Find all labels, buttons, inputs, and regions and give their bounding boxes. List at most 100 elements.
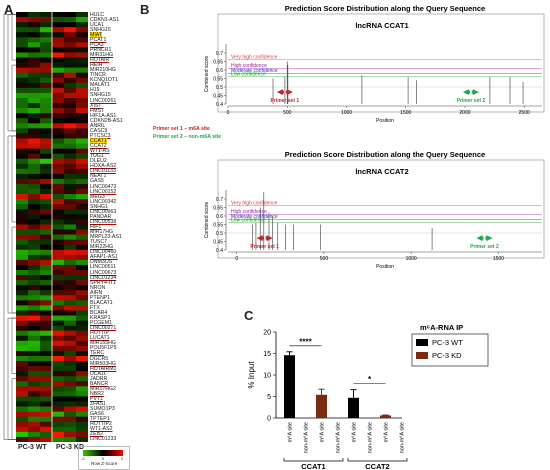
heatmap-cell: [16, 436, 28, 442]
heatmap-cell: [76, 178, 88, 185]
gene-label: HOTTIP: [90, 330, 110, 337]
heatmap-cell: [28, 47, 40, 53]
heatmap-cell: [76, 47, 88, 53]
heatmap-cell: [64, 300, 76, 306]
heatmap-cell: [28, 406, 40, 412]
heatmap-cell: [52, 184, 64, 190]
heatmap-cell: [76, 249, 88, 256]
heatmap-cell: [40, 305, 52, 311]
heatmap-cell: [40, 168, 52, 175]
gene-label: MEG3: [90, 193, 105, 200]
y-tick-label: 5: [267, 394, 271, 401]
heatmap-cell: [28, 62, 40, 68]
heatmap-cell: [16, 173, 28, 180]
heatmap-cell: [76, 426, 88, 433]
y-tick-label: 0: [267, 416, 271, 423]
heatmap-cell: [16, 386, 28, 392]
color-scale-tick-mid: 0: [102, 456, 105, 461]
gene-label: SNHG16: [90, 26, 111, 33]
heatmap-cell: [40, 229, 52, 235]
heatmap-cell: [64, 82, 76, 89]
heatmap-cell: [76, 204, 88, 210]
heatmap-cell: [28, 27, 40, 33]
gene-label: KCNQ1OT1: [90, 77, 118, 84]
primer-label: Primer set 1: [250, 244, 279, 250]
gene-label: TPTEP1: [90, 416, 110, 423]
heatmap-cell: [76, 376, 88, 382]
heatmap-cell: [64, 194, 76, 200]
heatmap-cell: [16, 163, 28, 170]
heatmap-cell: [76, 396, 88, 402]
x-tick-label: non-m⁶A site: [367, 422, 374, 453]
heatmap-cell: [28, 310, 40, 316]
heatmap-cell: [76, 12, 88, 18]
heatmap-cell: [52, 239, 64, 246]
heatmap-cell: [16, 270, 28, 276]
heatmap-cell: [40, 138, 52, 144]
heatmap-cell: [16, 133, 28, 139]
heatmap-cell: [52, 406, 64, 412]
heatmap-cell: [52, 52, 64, 58]
heatmap-cell: [40, 366, 52, 372]
heatmap-cell: [76, 295, 88, 301]
y-tick-label: 0.4: [216, 102, 223, 108]
heatmap-cell: [40, 32, 52, 38]
heatmap-cell: [64, 219, 76, 225]
threshold-label: Very high confidence: [231, 54, 278, 60]
heatmap-cell: [40, 436, 52, 442]
heatmap-cell: [64, 416, 76, 423]
gene-label: PCA3: [90, 41, 104, 48]
heatmap-cell: [52, 194, 64, 200]
color-scale: -2 0 2 Row Z-Score: [78, 446, 130, 470]
heatmap-cell: [64, 426, 76, 433]
y-tick-label: 0.7: [216, 197, 223, 203]
gene-label: PRNCR1: [90, 46, 112, 53]
heatmap-cell: [76, 168, 88, 175]
heatmap-cell: [76, 285, 88, 291]
heatmap-cell: [16, 194, 28, 200]
heatmap-cell: [64, 103, 76, 109]
x-axis-label: Position: [376, 264, 394, 270]
heatmap-cell: [28, 143, 40, 149]
heatmap-cell: [64, 22, 76, 28]
heatmap-cell: [16, 138, 28, 144]
heatmap-cell: [16, 128, 28, 134]
plot-subtitle: lncRNA CCAT2: [355, 167, 408, 176]
heatmap-cell: [16, 376, 28, 382]
heatmap-cell: [16, 209, 28, 215]
heatmap-cell: [64, 295, 76, 301]
heatmap-cell: [16, 280, 28, 286]
heatmap-cell: [16, 249, 28, 256]
heatmap-cell: [64, 123, 76, 129]
heatmap-cell: [40, 234, 52, 240]
heatmap-cell: [64, 335, 76, 342]
heatmap-cell: [64, 366, 76, 372]
heatmap-cell: [16, 330, 28, 337]
heatmap-cell: [28, 194, 40, 200]
heatmap-cell: [16, 113, 28, 119]
heatmap-cell: [76, 421, 88, 428]
heatmap-cell: [16, 421, 28, 428]
y-tick-label: 0.5: [216, 85, 223, 91]
heatmap-cell: [16, 315, 28, 321]
heatmap-cell: [76, 345, 88, 352]
color-scale-label: Row Z-Score: [91, 461, 118, 466]
heatmap-cell: [40, 163, 52, 170]
heatmap-cell: [16, 168, 28, 175]
heatmap-cell: [28, 123, 40, 129]
heatmap-cell: [76, 406, 88, 412]
heatmap-cell: [52, 300, 64, 306]
panel-label-a: A: [4, 2, 14, 17]
heatmap-cell: [28, 239, 40, 246]
heatmap-cell: [64, 32, 76, 38]
heatmap-cell: [28, 401, 40, 407]
heatmap-cell: [40, 350, 52, 357]
heatmap-cell: [76, 82, 88, 89]
heatmap-cell: [64, 290, 76, 296]
significance-label: *: [368, 375, 372, 384]
heatmap-cell: [16, 153, 28, 160]
heatmap-cell: [52, 421, 64, 428]
heatmap-cell: [40, 173, 52, 180]
heatmap-cell: [40, 98, 52, 104]
heatmap-cell: [64, 153, 76, 160]
